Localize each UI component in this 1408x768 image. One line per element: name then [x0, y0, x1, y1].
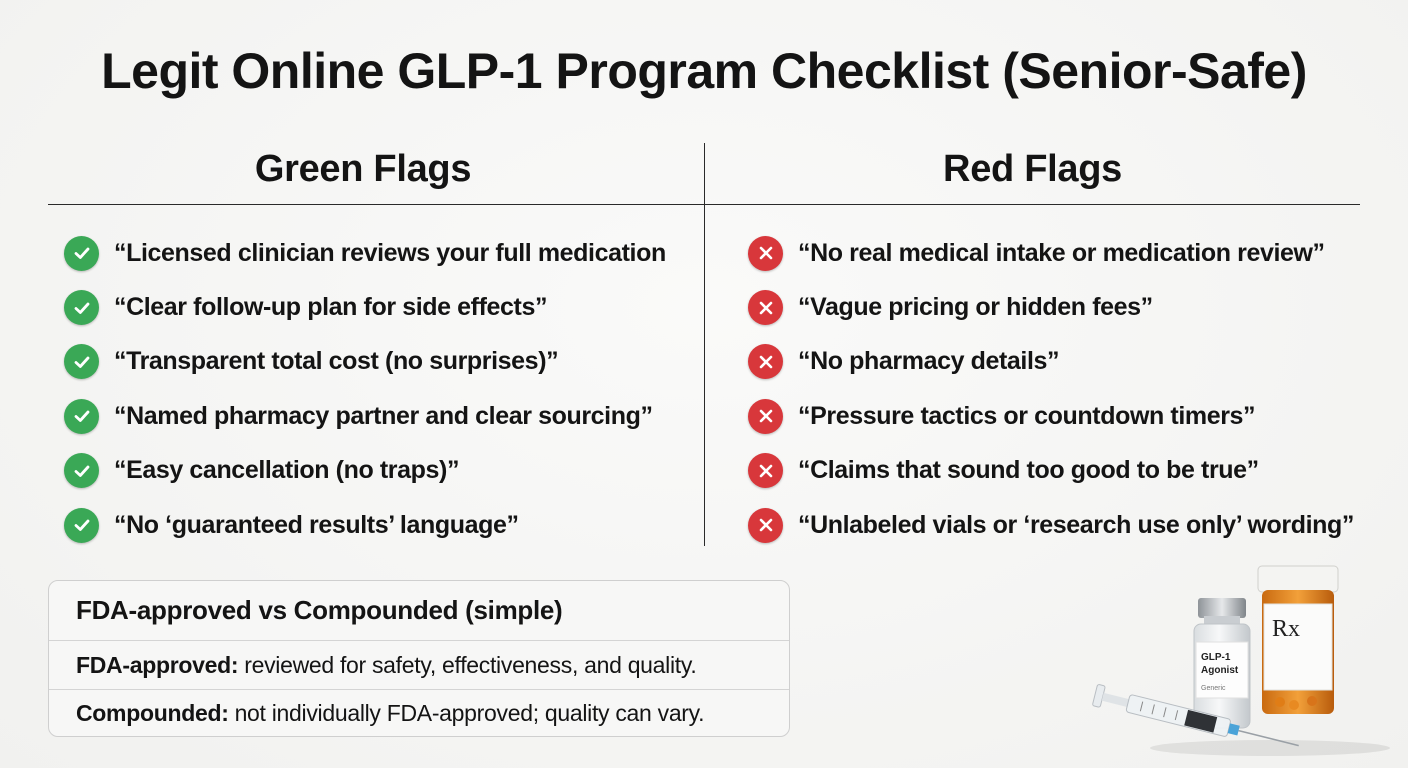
check-circle-icon — [64, 344, 99, 380]
x-circle-icon — [748, 290, 783, 326]
check-circle-icon — [64, 398, 99, 434]
check-circle-icon — [64, 290, 99, 326]
check-circle-icon — [64, 453, 99, 489]
green-flags-list: “Licensed clinician reviews your full me… — [64, 226, 666, 552]
page-title: Legit Online GLP-1 Program Checklist (Se… — [101, 43, 1307, 99]
card-row-compounded: Compounded: not individually FDA-approve… — [49, 689, 789, 737]
rx-label: Rx — [1272, 616, 1300, 642]
x-circle-icon — [748, 398, 783, 434]
green-flags-heading: Green Flags — [254, 148, 472, 190]
list-item: “Claims that sound too good to be true” — [748, 444, 1354, 498]
green-flag-text: “Licensed clinician reviews your full me… — [114, 238, 666, 267]
card-row-fda-approved: FDA-approved: reviewed for safety, effec… — [49, 641, 789, 689]
list-item: “No real medical intake or medication re… — [748, 226, 1354, 280]
fda-vs-compounded-card: FDA-approved vs Compounded (simple) FDA-… — [48, 580, 790, 737]
list-item: “Licensed clinician reviews your full me… — [64, 226, 666, 280]
list-item: “Transparent total cost (no surprises)” — [64, 335, 666, 389]
check-circle-icon — [64, 235, 99, 271]
x-circle-icon — [748, 344, 783, 380]
red-flag-text: “No real medical intake or medication re… — [798, 238, 1325, 267]
illustration-shadow — [1150, 740, 1390, 756]
list-item: “Vague pricing or hidden fees” — [748, 280, 1354, 334]
glp1-vial: GLP-1 Agonist Generic — [1193, 598, 1251, 729]
list-item: “Named pharmacy partner and clear sourci… — [64, 389, 666, 443]
red-flags-list: “No real medical intake or medication re… — [748, 226, 1354, 552]
vial-label-line2: Agonist — [1201, 665, 1239, 676]
x-circle-icon — [748, 507, 783, 543]
green-flag-text: “Clear follow-up plan for side effects” — [114, 293, 548, 322]
red-flag-text: “Pressure tactics or countdown timers” — [798, 401, 1256, 430]
vial-label-line1: GLP-1 — [1201, 652, 1231, 663]
red-flags-heading: Red Flags — [943, 148, 1122, 190]
x-circle-icon — [748, 235, 783, 271]
red-flag-text: “No pharmacy details” — [798, 347, 1060, 376]
red-flag-text: “Claims that sound too good to be true” — [798, 456, 1259, 485]
list-item: “Clear follow-up plan for side effects” — [64, 280, 666, 334]
list-item: “No ‘guaranteed results’ language” — [64, 498, 666, 552]
red-flag-text: “Unlabeled vials or ‘research use only’ … — [798, 510, 1354, 539]
list-item: “No pharmacy details” — [748, 335, 1354, 389]
card-row-term: FDA-approved: — [76, 651, 239, 678]
card-title: FDA-approved vs Compounded (simple) — [49, 581, 789, 641]
pill-bottle: Rx — [1257, 565, 1339, 714]
card-row-description: reviewed for safety, effectiveness, and … — [244, 651, 697, 678]
syringe — [1092, 684, 1299, 747]
green-flag-text: “No ‘guaranteed results’ language” — [114, 510, 519, 539]
medication-illustration: Rx GLP-1 Agonist Generic — [1092, 565, 1390, 756]
check-circle-icon — [64, 507, 99, 543]
card-row-term: Compounded: — [76, 700, 229, 726]
x-circle-icon — [748, 453, 783, 489]
green-flag-text: “Named pharmacy partner and clear sourci… — [114, 401, 653, 430]
red-flag-text: “Vague pricing or hidden fees” — [798, 293, 1153, 322]
green-flag-text: “Transparent total cost (no surprises)” — [114, 347, 559, 376]
list-item: “Easy cancellation (no traps)” — [64, 444, 666, 498]
list-item: “Unlabeled vials or ‘research use only’ … — [748, 498, 1354, 552]
green-flag-text: “Easy cancellation (no traps)” — [114, 456, 460, 485]
card-row-description: not individually FDA-approved; quality c… — [234, 700, 705, 726]
vial-label-small: Generic — [1201, 685, 1226, 692]
list-item: “Pressure tactics or countdown timers” — [748, 389, 1354, 443]
column-divider — [704, 143, 705, 546]
